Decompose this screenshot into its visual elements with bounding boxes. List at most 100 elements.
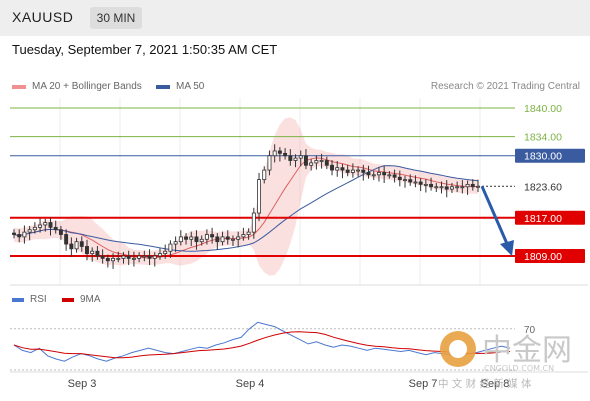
candle-body <box>241 234 246 238</box>
candle-body <box>126 255 131 259</box>
candle-body <box>17 234 22 238</box>
x-tick-label: Sep 3 <box>68 378 97 390</box>
legend-ma50: MA 50 <box>156 81 204 92</box>
top-bar: XAUUSD 30 MIN <box>0 0 590 36</box>
candle-body <box>288 155 293 161</box>
candle-body <box>413 181 418 184</box>
rsi-ma-label: 9MA <box>80 294 101 305</box>
candle-body <box>111 257 116 262</box>
rsi-level-label: 70 <box>524 325 536 336</box>
level-label-1840.00: 1840.00 <box>524 103 562 115</box>
watermark-logo-center <box>449 340 467 358</box>
candle-body <box>345 169 350 173</box>
level-tag-1830.00 <box>515 148 585 163</box>
legend-rsi-ma: 9MA <box>62 294 101 305</box>
candle-body <box>58 229 63 235</box>
candle-body <box>246 231 251 235</box>
x-tick-label: Sep 7 <box>409 378 438 390</box>
candle-body <box>382 172 387 176</box>
forecast-arrow-line <box>480 185 510 247</box>
candle-body <box>262 169 267 181</box>
forecast-arrow-head <box>500 240 514 256</box>
symbol-label: XAUUSD <box>12 9 74 25</box>
candle-body <box>168 243 173 252</box>
candle-body <box>131 257 136 260</box>
candle-body <box>79 241 84 247</box>
report-datetime: Tuesday, September 7, 2021 1:50:35 AM CE… <box>12 42 278 57</box>
watermark-name: 中金网 <box>482 333 572 368</box>
candle-body <box>387 174 392 177</box>
candle-body <box>121 255 126 259</box>
candle-body <box>361 169 366 173</box>
candle-body <box>444 186 449 190</box>
candle-body <box>105 257 110 262</box>
candle-body <box>173 241 178 245</box>
candle-body <box>449 186 454 190</box>
rsi-ma-line <box>13 331 511 359</box>
rsi-swatch <box>12 297 24 302</box>
candle-body <box>392 174 397 178</box>
rsi-line <box>13 321 511 362</box>
candle-body <box>137 255 142 259</box>
ma20-label: MA 20 + Bollinger Bands <box>32 81 142 92</box>
candle-body <box>293 157 298 161</box>
candle-body <box>439 186 444 189</box>
candle-body <box>220 236 225 243</box>
candle-body <box>204 234 209 240</box>
candle-body <box>340 167 345 171</box>
candle-body <box>309 162 314 166</box>
candle-body <box>283 152 288 157</box>
ma50-line <box>13 165 479 252</box>
candle-body <box>199 238 204 243</box>
candle-body <box>350 169 355 173</box>
x-tick-label: Sep 4 <box>236 378 265 390</box>
candle-body <box>429 183 434 188</box>
rsi-label: RSI <box>30 294 47 305</box>
candle-body <box>64 234 69 245</box>
candle-body <box>455 186 460 189</box>
candle-body <box>38 224 43 228</box>
candle-body <box>476 185 480 188</box>
ma50-label: MA 50 <box>176 81 205 92</box>
candle-body <box>267 155 272 171</box>
candle-body <box>277 150 282 154</box>
candle-body <box>22 231 27 238</box>
candle-body <box>43 222 48 226</box>
candle-body <box>147 255 152 259</box>
candle-body <box>32 226 37 231</box>
candle-body <box>403 179 407 182</box>
candle-body <box>158 253 162 257</box>
candle-body <box>215 236 220 243</box>
bollinger-band <box>14 117 478 276</box>
candle-body <box>330 164 334 171</box>
candle-body <box>90 250 95 255</box>
candle-body <box>74 241 79 250</box>
level-label-1834.00: 1834.00 <box>524 132 562 144</box>
level-label-1823.60: 1823.60 <box>524 181 562 193</box>
candle-body <box>231 238 235 241</box>
candle-body <box>465 183 470 188</box>
candle-body <box>53 226 58 231</box>
level-label-1809.00: 1809.00 <box>524 251 562 263</box>
candle-body <box>324 160 329 166</box>
candle-body <box>100 255 105 259</box>
timeframe-button[interactable]: 30 MIN <box>90 7 142 29</box>
ma20-swatch <box>12 84 26 89</box>
candle-body <box>314 160 319 164</box>
candle-body <box>298 155 303 159</box>
candle-body <box>142 255 147 258</box>
watermark-domain: CNGOLD.COM.CN <box>484 364 554 373</box>
candle-body <box>163 250 168 255</box>
legend-rsi: RSI <box>12 294 47 305</box>
candle-body <box>116 257 121 260</box>
watermark-tagline: 中 文 财 经 新 媒 体 <box>438 377 532 390</box>
candle-body <box>319 160 324 162</box>
rsi-ma-swatch <box>62 297 74 302</box>
research-credit: Research © 2021 Trading Central <box>430 81 580 92</box>
candle-body <box>189 236 194 240</box>
candle-body <box>460 186 465 189</box>
candle-body <box>178 236 183 243</box>
ma50-swatch <box>156 84 170 89</box>
candle-body <box>257 179 261 214</box>
candle-body <box>470 183 475 188</box>
